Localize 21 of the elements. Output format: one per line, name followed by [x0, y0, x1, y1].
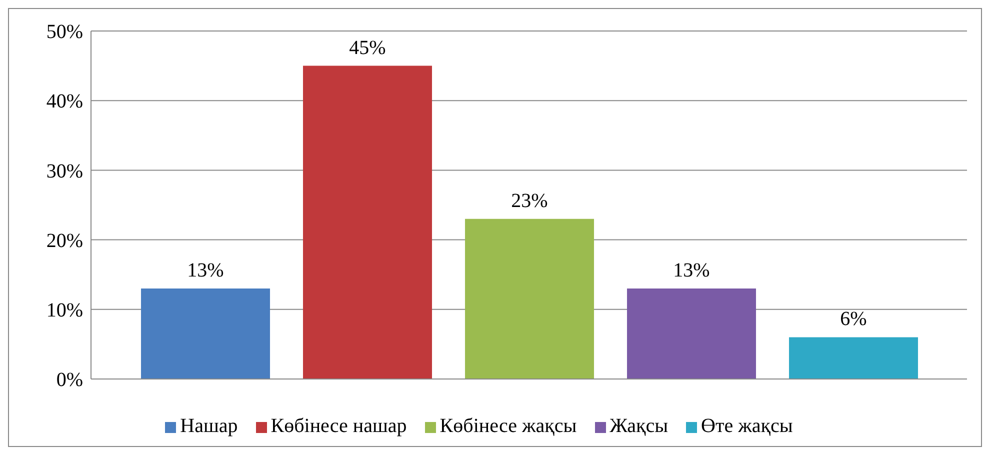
data-label: 6%	[840, 308, 867, 330]
bar	[141, 288, 270, 379]
data-label: 23%	[511, 190, 548, 212]
bar	[627, 288, 756, 379]
legend-label: Нашар	[180, 415, 238, 437]
legend-label: Өте жақсы	[701, 415, 793, 437]
data-label: 45%	[349, 36, 386, 59]
data-label: 13%	[187, 260, 224, 282]
y-tick-label: 50%	[46, 21, 83, 44]
y-tick-label: 10%	[46, 300, 83, 322]
legend-label: Жақсы	[610, 415, 668, 437]
y-tick-label: 20%	[46, 230, 83, 252]
y-tick-label: 0%	[56, 369, 83, 392]
bar	[789, 337, 918, 379]
bar	[465, 218, 594, 379]
data-label: 13%	[673, 260, 710, 282]
y-tick-label: 40%	[46, 90, 83, 113]
legend-label: Көбінесе нашар	[270, 415, 407, 437]
bar	[303, 66, 432, 379]
y-tick-label: 30%	[46, 160, 83, 182]
legend-label: Көбінесе жақсы	[440, 415, 577, 437]
